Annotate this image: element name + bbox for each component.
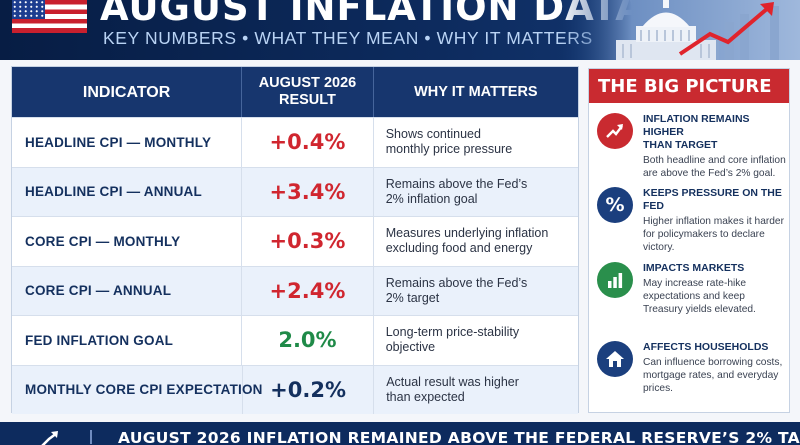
why-cell: Long-term price-stability objective — [374, 316, 578, 365]
why-line: Remains above the Fed’s — [385, 275, 528, 290]
why-cell: Measures underlying inflation excluding … — [374, 217, 578, 266]
why-line: Actual result was higher — [386, 374, 519, 389]
column-header-result-line1: AUGUST 2026 — [258, 75, 357, 91]
panel-item-desc: expectations and keep — [643, 291, 745, 302]
table-row: HEADLINE CPI — ANNUAL +3.4% Remains abov… — [12, 166, 578, 217]
trend-up-icon — [41, 431, 58, 445]
why-line: monthly price pressure — [385, 142, 513, 157]
indicator-cell: FED INFLATION GOAL — [12, 316, 243, 365]
panel-item-desc: are above the Fed’s 2% goal. — [643, 168, 776, 179]
why-line: 2% target — [385, 290, 440, 305]
why-line: than expected — [386, 389, 465, 404]
indicator-cell: HEADLINE CPI — ANNUAL — [12, 167, 243, 216]
result-cell: +3.4% — [242, 167, 374, 216]
panel-item-desc: mortgage rates, and everyday — [643, 370, 779, 381]
table-row: MONTHLY CORE CPI EXPECTATION +0.2% Actua… — [12, 364, 578, 415]
panel-title: THE BIG PICTURE — [589, 69, 789, 103]
bar-chart-icon — [597, 262, 633, 298]
why-line: excluding food and energy — [385, 241, 533, 256]
panel-item-desc: Both headline and core inflation — [643, 155, 786, 166]
trend-up-icon — [597, 113, 633, 149]
panel-item-desc: prices. — [643, 383, 674, 394]
percent-icon: % — [597, 187, 633, 223]
result-cell: +0.4% — [242, 118, 374, 167]
why-line: objective — [385, 340, 436, 355]
panel-item-desc: May increase rate-hike — [643, 278, 747, 289]
why-cell: Shows continued monthly price pressure — [374, 118, 578, 167]
why-line: Long-term price-stability — [385, 325, 520, 340]
column-header-result-line2: RESULT — [278, 92, 336, 108]
why-line: Measures underlying inflation — [385, 226, 549, 241]
result-cell: 2.0% — [242, 316, 374, 365]
page-title: AUGUST INFLATION DATA — [100, 0, 645, 29]
inflation-table: INDICATOR AUGUST 2026 RESULT WHY IT MATT… — [11, 66, 579, 415]
why-line: Shows continued — [385, 127, 481, 142]
panel-item-desc: Can influence borrowing costs, — [643, 357, 783, 368]
house-icon — [597, 341, 633, 377]
table-row: FED INFLATION GOAL 2.0% Long-term price-… — [12, 315, 578, 365]
footer-banner: AUGUST 2026 INFLATION REMAINED ABOVE THE… — [0, 422, 800, 445]
page-subtitle: KEY NUMBERS • WHAT THEY MEAN • WHY IT MA… — [103, 28, 593, 48]
big-picture-panel: THE BIG PICTURE INFLATION REMAINS HIGHER… — [588, 68, 790, 413]
table-row: CORE CPI — ANNUAL +2.4% Remains above th… — [12, 265, 578, 316]
panel-item-title: IMPACTS MARKETS — [643, 262, 745, 274]
column-header-why: WHY IT MATTERS — [414, 83, 538, 100]
indicator-cell: MONTHLY CORE CPI EXPECTATION — [12, 365, 262, 414]
table-row: HEADLINE CPI — MONTHLY +0.4% Shows conti… — [12, 117, 578, 167]
column-header-indicator: INDICATOR — [12, 67, 243, 117]
result-cell: +0.3% — [242, 217, 374, 266]
why-cell: Actual result was higher than expected — [374, 366, 578, 415]
result-cell: +0.2% — [243, 365, 375, 414]
table-header-row: INDICATOR AUGUST 2026 RESULT WHY IT MATT… — [12, 67, 578, 117]
indicator-cell: CORE CPI — ANNUAL — [12, 266, 243, 315]
footer-text: AUGUST 2026 INFLATION REMAINED ABOVE THE… — [118, 429, 800, 445]
panel-item-title: AFFECTS HOUSEHOLDS — [643, 341, 769, 353]
table-row: CORE CPI — MONTHLY +0.3% Measures underl… — [12, 216, 578, 266]
column-header-result: AUGUST 2026 RESULT — [242, 67, 374, 117]
why-cell: Remains above the Fed’s 2% target — [374, 267, 578, 316]
panel-item-desc: Treasury yields elevated. — [643, 304, 756, 315]
indicator-cell: CORE CPI — MONTHLY — [12, 217, 243, 266]
panel-item-desc: for policymakers to declare — [643, 229, 765, 240]
capitol-building-icon — [560, 0, 800, 60]
panel-item-desc: victory. — [643, 242, 675, 253]
why-cell: Remains above the Fed’s 2% inflation goa… — [374, 168, 578, 217]
why-line: 2% inflation goal — [385, 191, 478, 206]
us-flag-icon — [12, 0, 87, 33]
why-line: Remains above the Fed’s — [385, 176, 528, 191]
panel-item-title: KEEPS PRESSURE ON THE FED — [643, 187, 782, 212]
footer-divider — [90, 430, 92, 444]
header-banner: AUGUST INFLATION DATA KEY NUMBERS • WHAT… — [0, 0, 800, 60]
panel-item-title: INFLATION REMAINS HIGHER — [643, 113, 750, 138]
result-cell: +2.4% — [242, 266, 374, 315]
panel-item-title: THAN TARGET — [643, 139, 718, 151]
indicator-cell: HEADLINE CPI — MONTHLY — [12, 118, 243, 167]
panel-item-desc: Higher inflation makes it harder — [643, 216, 784, 227]
